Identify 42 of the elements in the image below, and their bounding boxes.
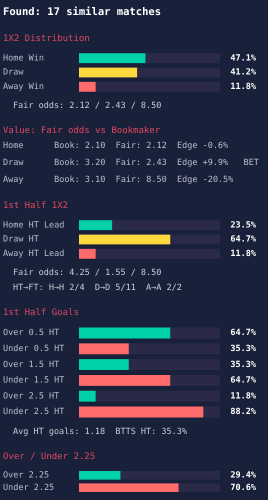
text: Draw Book: 3.20 Fair: 2.43 Edge +9.9% BET [2,157,260,170]
chart-subtitle: 1X2 Distribution [2,33,91,46]
data-label: 64.7% [230,328,257,338]
data-label: 11.8% [230,82,257,92]
chart-title: 1st Half 1X2 [2,200,70,213]
y-tick-label: Home HT Lead [3,220,64,230]
y-tick-label: Home Win [3,53,44,64]
data-label: 41.2% [230,68,257,78]
chart-title: Over / Under 2.25 [2,451,96,464]
data-label: 23.5% [230,220,257,230]
data-label: 35.3% [230,344,257,354]
data-label: 70.6% [230,482,257,493]
data-label: 64.7% [230,234,257,245]
data-label: 29.4% [230,470,257,481]
data-label: 11.8% [230,248,257,259]
text: Home Book: 2.10 Fair: 2.12 Edge -0.6% [2,140,230,153]
text: Avg HT goals: 1.18 BTTS HT: 35.3% [12,426,188,439]
y-tick-label: Under 0.5 HT [3,344,64,354]
y-tick-label: Over 2.5 HT [3,391,60,402]
y-tick-label: Away Win [3,82,44,92]
data-label: 11.8% [230,391,257,402]
y-tick-label: Under 1.5 HT [3,376,64,386]
data-label: 88.2% [230,407,257,418]
data-label: 35.3% [230,360,257,370]
text: HT→FT: H→H 2/4 D→D 5/11 A→A 2/2 [12,282,183,295]
chart-title: Found: 17 similar matches [2,5,162,20]
y-tick-label: Draw HT [3,234,39,245]
text: Away Book: 3.10 Fair: 8.50 Edge -20.5% [2,174,234,187]
y-tick-label: Under 2.25 [3,482,54,493]
y-tick-label: Over 2.25 [3,470,50,481]
text: Value: Fair odds vs Bookmaker [2,125,162,138]
text: Fair odds: 4.25 / 1.55 / 8.50 [12,267,162,280]
bar [79,390,96,402]
y-tick-label: Away HT Lead [3,248,64,259]
y-tick-label: Under 2.5 HT [3,407,64,418]
y-tick-label: Over 1.5 HT [3,360,60,370]
data-label: 47.1% [230,53,257,64]
chart-title: 1st Half Goals [2,307,80,320]
y-tick-label: Over 0.5 HT [3,328,60,338]
text: Fair odds: 2.12 / 2.43 / 8.50 [12,100,162,113]
y-tick-label: Draw [3,68,24,78]
data-label: 64.7% [230,376,257,386]
